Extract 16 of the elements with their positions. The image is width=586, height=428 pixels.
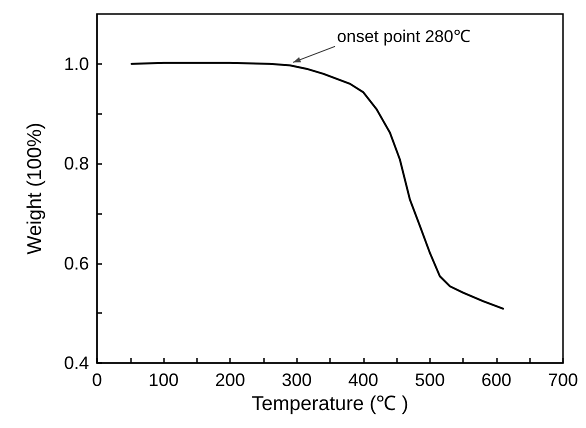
x-tick-label: 100 <box>148 370 179 390</box>
annotation: onset point 280℃ <box>337 26 470 46</box>
x-axis-title: Temperature (℃ ) <box>252 392 408 415</box>
x-tick-label: 700 <box>548 370 578 390</box>
y-tick-label: 1.0 <box>64 54 89 74</box>
line-series <box>130 62 504 310</box>
x-tick-label: 500 <box>414 370 445 390</box>
y-tick-label: 0.8 <box>64 154 89 174</box>
x-tick-label: 600 <box>481 370 512 390</box>
y-tick-label: 0.4 <box>64 353 89 373</box>
y-axis-title: Weight (100%) <box>24 122 46 254</box>
x-tick-label: 200 <box>215 370 246 390</box>
x-tick-label: 300 <box>282 370 312 390</box>
x-tick-label: 400 <box>348 370 378 390</box>
x-tick-label: 0 <box>92 370 102 390</box>
y-tick-label: 0.6 <box>64 253 89 274</box>
